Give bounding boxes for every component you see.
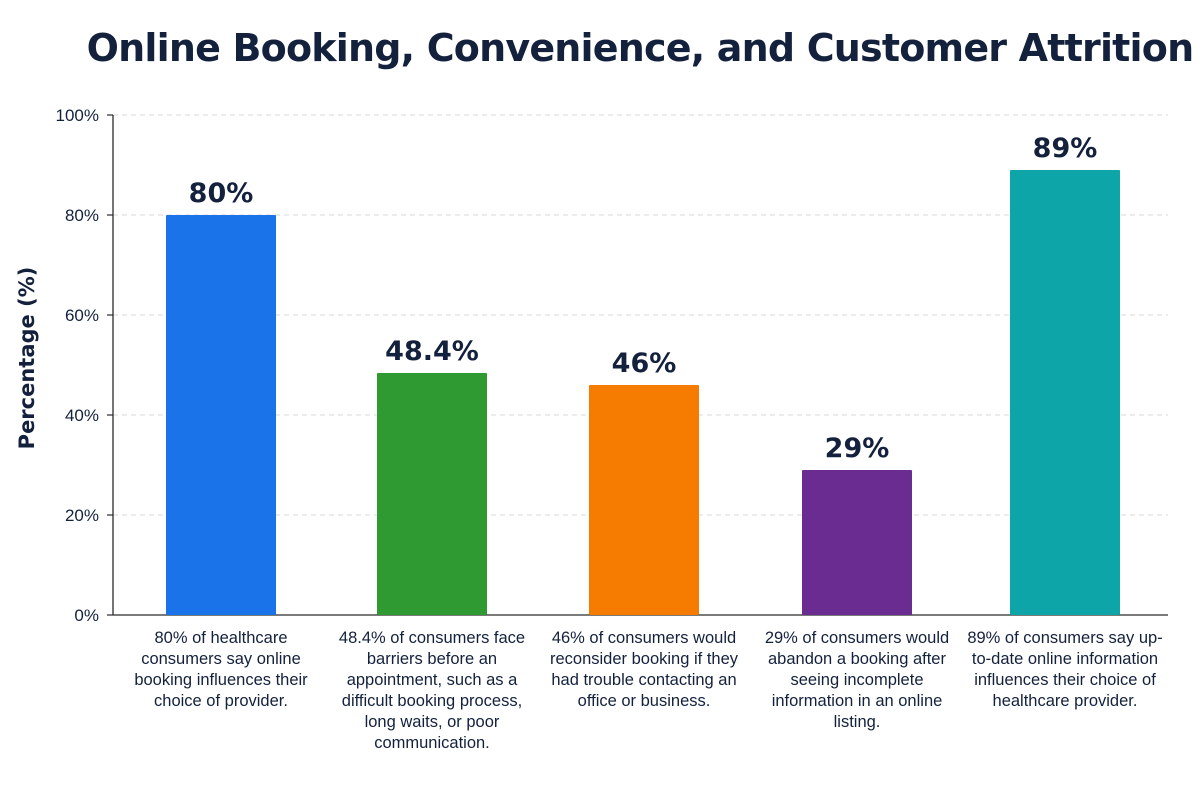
bar-value-label: 89%	[1033, 133, 1098, 164]
bar	[1010, 170, 1120, 615]
bar	[802, 470, 912, 615]
bar-value-label: 80%	[189, 178, 254, 209]
y-tick-label: 0%	[74, 606, 99, 625]
x-category-label: 80% of healthcare consumers say online b…	[134, 629, 308, 710]
y-tick-label: 60%	[65, 306, 99, 325]
y-tick-label: 40%	[65, 406, 99, 425]
bar-value-label: 46%	[612, 348, 677, 379]
x-category-label: 29% of consumers would abandon a booking…	[764, 629, 950, 731]
y-tick-label: 20%	[65, 506, 99, 525]
bar-value-label: 48.4%	[385, 336, 479, 367]
value-labels: 80% 48.4% 46% 29% 89%	[189, 133, 1098, 464]
chart-title: Online Booking, Convenience, and Custome…	[86, 26, 1194, 70]
y-tick-label: 80%	[65, 206, 99, 225]
bar	[377, 373, 487, 615]
bar	[589, 385, 699, 615]
bar	[166, 215, 276, 615]
bar-value-label: 29%	[825, 433, 890, 464]
x-category-label: 46% of consumers would reconsider bookin…	[549, 629, 739, 710]
axes: 0% 20% 40% 60% 80% 100%	[56, 106, 1168, 625]
y-tick-label: 100%	[56, 106, 99, 125]
y-axis-title: Percentage (%)	[15, 267, 39, 450]
x-category-label: 89% of consumers say up-to-date online i…	[967, 629, 1163, 710]
x-category-label: 48.4% of consumers face barriers before …	[338, 629, 526, 752]
gridlines	[113, 114, 1168, 516]
bars	[166, 170, 1120, 615]
